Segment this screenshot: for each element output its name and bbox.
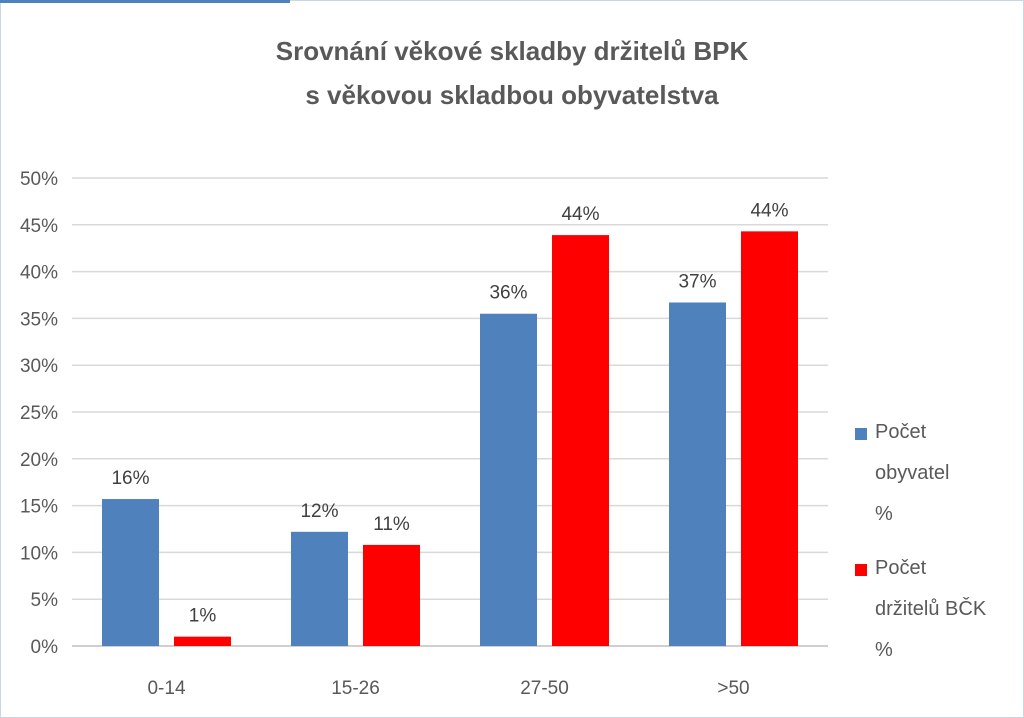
y-tick-label: 20% bbox=[20, 450, 58, 471]
data-label: 44% bbox=[750, 200, 788, 221]
legend-label: Počet obyvatel% bbox=[875, 412, 1015, 535]
legend-swatch bbox=[855, 564, 867, 576]
x-category-label: >50 bbox=[717, 678, 749, 699]
y-tick-label: 5% bbox=[31, 590, 59, 611]
data-label: 37% bbox=[678, 271, 716, 292]
legend-label-line: % bbox=[875, 503, 893, 525]
data-label: 44% bbox=[561, 204, 599, 225]
y-tick-label: 40% bbox=[20, 263, 58, 284]
y-tick-label: 50% bbox=[20, 169, 58, 190]
bar-drzitelu-3 bbox=[741, 231, 798, 647]
chart-title-line-1: Srovnání věkové skladby držitelů BPK bbox=[275, 36, 749, 66]
y-tick-label: 25% bbox=[20, 403, 58, 424]
legend-label: Počet držitelů BČK% bbox=[875, 548, 1015, 671]
legend-label-line: % bbox=[875, 639, 893, 661]
legend-label-line: držitelů BČK bbox=[875, 598, 987, 620]
y-tick-label: 30% bbox=[20, 356, 58, 377]
y-tick-label: 35% bbox=[20, 309, 58, 330]
bar-obyvatel-1 bbox=[291, 531, 348, 646]
y-tick-label: 45% bbox=[20, 216, 58, 237]
top-accent-line bbox=[0, 0, 290, 3]
bar-obyvatel-3 bbox=[669, 302, 726, 646]
legend-label-line: Počet bbox=[875, 421, 927, 443]
data-label: 12% bbox=[300, 501, 338, 522]
x-category-label: 0-14 bbox=[147, 678, 185, 699]
legend-swatch bbox=[855, 428, 867, 440]
legend-label-line: Počet bbox=[875, 557, 927, 579]
bar-obyvatel-2 bbox=[480, 313, 537, 646]
legend-label-line: obyvatel bbox=[875, 462, 950, 484]
data-label: 1% bbox=[189, 606, 217, 627]
bar-drzitelu-1 bbox=[363, 544, 420, 646]
bar-drzitelu-0 bbox=[174, 636, 231, 646]
y-tick-label: 10% bbox=[20, 543, 58, 564]
bar-drzitelu-2 bbox=[552, 235, 609, 646]
x-category-label: 15-26 bbox=[331, 678, 380, 699]
data-label: 36% bbox=[489, 283, 527, 304]
data-label: 11% bbox=[373, 514, 410, 535]
y-tick-label: 15% bbox=[20, 497, 58, 518]
x-category-label: 27-50 bbox=[520, 678, 569, 699]
y-tick-label: 0% bbox=[31, 637, 59, 658]
bar-obyvatel-0 bbox=[102, 499, 159, 646]
data-label: 16% bbox=[111, 468, 149, 489]
chart-title-line-2: s věkovou skladbou obyvatelstva bbox=[305, 80, 719, 110]
